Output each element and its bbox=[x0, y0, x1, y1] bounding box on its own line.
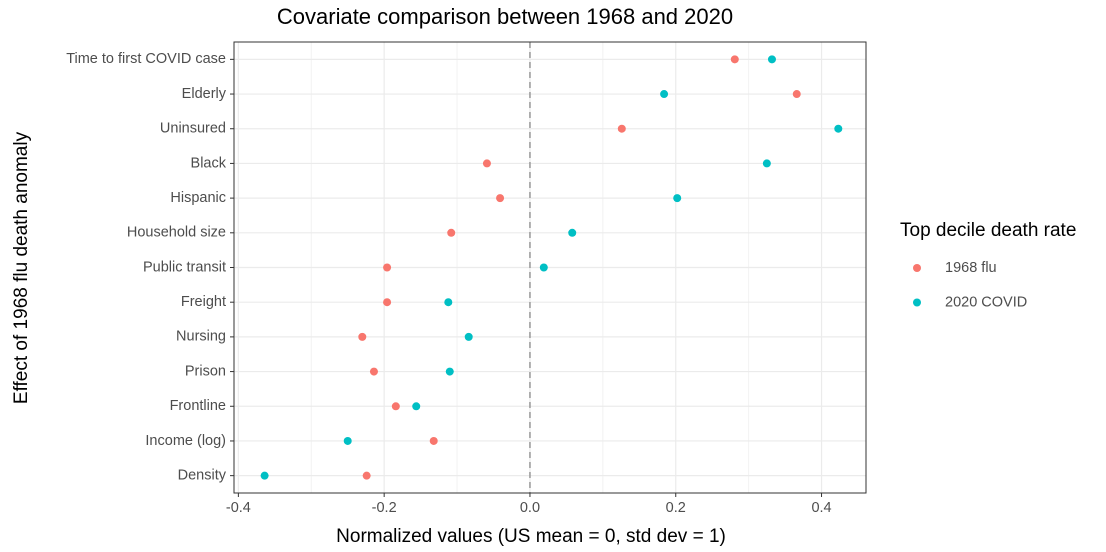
dot bbox=[445, 367, 454, 376]
dot bbox=[362, 471, 371, 480]
x-tick-label: -0.4 bbox=[226, 500, 251, 516]
y-axis-label: Effect of 1968 flu death anomaly bbox=[11, 131, 32, 404]
dot bbox=[673, 194, 682, 203]
dot bbox=[482, 159, 491, 168]
dot bbox=[539, 263, 548, 272]
dot bbox=[343, 436, 352, 445]
dot bbox=[383, 263, 392, 272]
y-tick-label: Income (log) bbox=[145, 433, 226, 449]
legend-label: 1968 flu bbox=[945, 260, 997, 276]
dot bbox=[730, 55, 739, 64]
x-tick-label: 0.4 bbox=[811, 500, 831, 516]
x-tick-label: 0.2 bbox=[666, 500, 686, 516]
dot bbox=[391, 402, 400, 411]
y-tick-label: Hispanic bbox=[170, 190, 226, 206]
dot bbox=[496, 194, 505, 203]
dot bbox=[792, 90, 801, 99]
dot bbox=[568, 228, 577, 237]
x-axis-label: Normalized values (US mean = 0, std dev … bbox=[336, 526, 726, 547]
y-tick-label: Elderly bbox=[182, 86, 227, 102]
dot bbox=[429, 436, 438, 445]
y-tick-label: Nursing bbox=[176, 329, 226, 345]
y-tick-label: Freight bbox=[181, 294, 226, 310]
dot bbox=[369, 367, 378, 376]
legend-marker bbox=[913, 298, 921, 307]
dot bbox=[412, 402, 421, 411]
dot bbox=[660, 90, 669, 99]
y-tick-label: Prison bbox=[185, 363, 226, 379]
dot bbox=[767, 55, 776, 64]
y-tick-label: Household size bbox=[127, 225, 226, 241]
y-tick-label: Density bbox=[178, 467, 227, 483]
dot bbox=[464, 332, 473, 341]
dot bbox=[834, 124, 843, 133]
legend-label: 2020 COVID bbox=[945, 294, 1027, 310]
y-tick-label: Frontline bbox=[170, 398, 226, 414]
dot bbox=[383, 298, 392, 307]
dot bbox=[444, 298, 453, 307]
y-tick-label: Public transit bbox=[143, 259, 226, 275]
chart-title: Covariate comparison between 1968 and 20… bbox=[277, 4, 733, 29]
dot bbox=[447, 228, 456, 237]
dot bbox=[260, 471, 269, 480]
y-tick-label: Uninsured bbox=[160, 121, 226, 137]
legend-title: Top decile death rate bbox=[900, 220, 1076, 241]
y-tick-label: Black bbox=[191, 155, 227, 171]
x-tick-label: -0.2 bbox=[372, 500, 397, 516]
legend-marker bbox=[913, 264, 921, 272]
dot bbox=[358, 332, 367, 341]
dot bbox=[762, 159, 771, 168]
dot bbox=[617, 124, 626, 133]
x-tick-label: 0.0 bbox=[520, 500, 540, 516]
y-tick-label: Time to first COVID case bbox=[66, 51, 226, 67]
